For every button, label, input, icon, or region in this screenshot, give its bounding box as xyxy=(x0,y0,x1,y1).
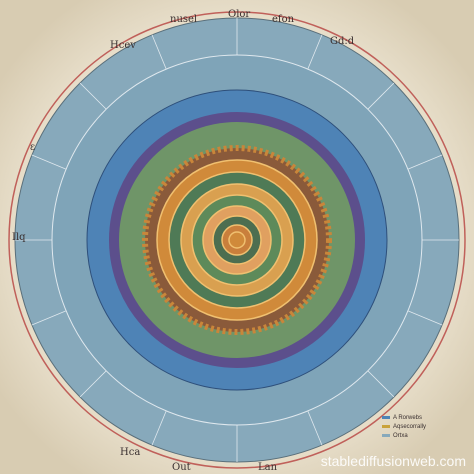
spiral-rings xyxy=(156,159,318,321)
label: Gd:d xyxy=(330,36,355,47)
label: Olor xyxy=(228,9,250,20)
watermark: stablediffusionweb.com xyxy=(321,453,466,469)
legend-label: Ortxa xyxy=(393,433,408,439)
legend: A Rorwebs Aqsecorrally Ortxa xyxy=(382,415,426,439)
legend-swatch xyxy=(382,425,390,428)
legend-swatch xyxy=(382,434,390,437)
label: Lan xyxy=(258,462,278,473)
labels: nusel Olor efon Gd:d Hcev ε Ilq Out Lan … xyxy=(12,9,355,473)
label: Hca xyxy=(120,447,140,458)
label: Out xyxy=(172,462,191,473)
label: efon xyxy=(272,14,295,25)
outer-rim xyxy=(8,11,466,469)
label: Ilq xyxy=(12,232,26,243)
spiral-ring xyxy=(228,231,246,249)
label: ε xyxy=(30,142,35,153)
legend-swatch xyxy=(382,416,390,419)
label: nusel xyxy=(170,14,197,25)
legend-label: Aqsecorrally xyxy=(393,424,426,430)
legend-label: A Rorwebs xyxy=(393,415,422,421)
label: Hcev xyxy=(110,40,136,51)
